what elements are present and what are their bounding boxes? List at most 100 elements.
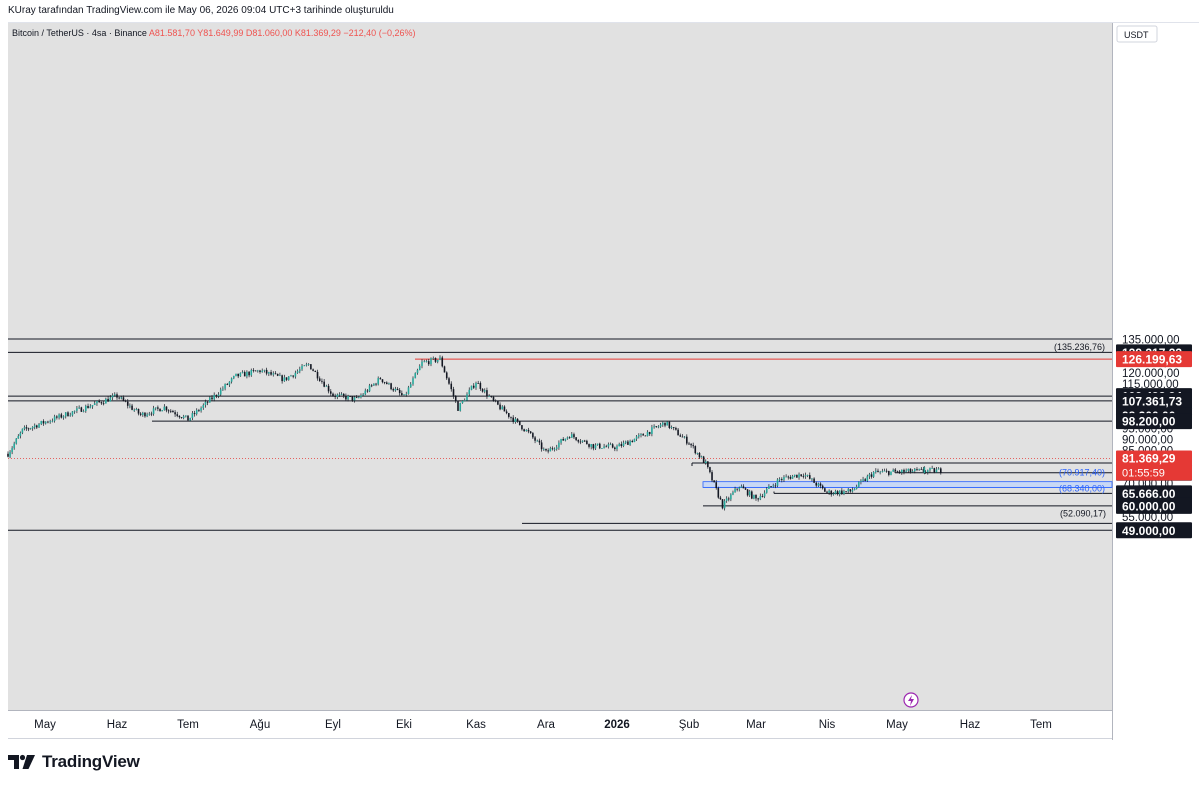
candle-body [336,394,339,397]
candle-body [283,377,286,382]
candle [638,433,640,439]
candle [118,396,120,400]
time-axis-panel [8,710,1112,738]
legend-symbol[interactable]: Bitcoin / TetherUS · 4sa · Binance [12,28,149,38]
candle [385,381,388,385]
candle-body [409,384,412,388]
candle-body [864,479,866,481]
candle [730,493,732,502]
candle [586,439,588,445]
x-tick-label: Eki [396,719,412,731]
candle [38,422,40,429]
candle [549,446,552,452]
candle [193,410,196,417]
candle [78,405,80,410]
candle [875,468,877,474]
price-label: 49.000,00 [1116,522,1192,539]
candle-body [383,382,386,383]
candle-body [481,388,484,392]
candle [211,395,213,402]
candle [366,388,369,393]
candle [644,435,647,437]
candle [653,424,655,429]
candle [505,409,508,415]
candle [113,392,116,397]
candle [927,469,929,475]
candle-body [301,365,303,370]
candle [233,375,235,380]
tradingview-brand[interactable]: TradingView [8,752,140,772]
candle [414,372,417,379]
candle-body [129,405,131,407]
candle-body [126,401,129,406]
candle-body [323,381,325,387]
candle [763,490,766,499]
candle [64,412,67,419]
candle-body [732,492,734,495]
candle-body [154,407,157,409]
candle [864,477,866,482]
candle [303,364,306,367]
candle-body [349,396,352,397]
candle-body [152,408,155,414]
candle-body [51,420,54,422]
candle [727,496,730,502]
candle-body [527,429,530,432]
candle [58,413,60,420]
candle [821,484,824,490]
candle [592,443,595,451]
candle-body [832,493,835,495]
candle [575,436,577,442]
candle-body [250,370,253,376]
candle [573,432,575,439]
candle-body [566,437,569,439]
candle-body [787,476,790,478]
candle-body [96,401,98,404]
candle [47,420,49,424]
candle-body [116,394,118,398]
candle-body [824,488,826,492]
candle-body [922,468,925,472]
candle [345,393,347,402]
candle-body [281,375,283,382]
price-label-box [1116,392,1192,409]
candle [418,364,421,371]
candle [452,386,455,399]
candle [646,430,649,437]
candle [588,443,590,449]
candle [87,403,89,409]
price-label-text: 98.200,00 [1122,415,1176,429]
candle [499,402,501,411]
candle [501,405,504,410]
candle [907,468,910,473]
candle-body [560,438,562,443]
candle [239,372,242,377]
candle [279,372,281,377]
candle-body [547,450,549,452]
candle-body [15,438,18,444]
candle-body [817,483,820,486]
candle-body [543,448,545,450]
candle [744,487,747,491]
candle [336,393,339,400]
candle [666,421,668,426]
candle-body [662,422,664,425]
candle-body [855,486,858,489]
candle [725,496,728,503]
candle-body [734,488,736,493]
candle [826,490,828,494]
candle [903,468,905,475]
candle-body [246,371,248,377]
candle [479,381,482,391]
candle [490,395,493,398]
candle [360,393,362,399]
candle-body [31,426,34,429]
candle [675,426,677,431]
candle-body [450,383,453,390]
candle-body [748,491,751,496]
candle-body [490,395,493,397]
candle-body [403,394,405,396]
candle-body [558,442,560,448]
candle [811,478,813,482]
